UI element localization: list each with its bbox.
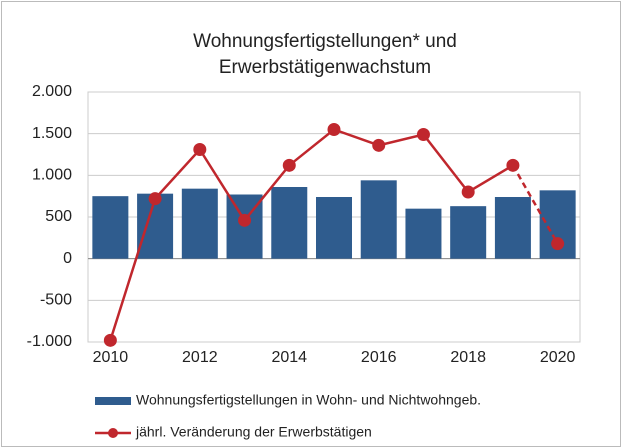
marker xyxy=(238,213,252,227)
chart-title: Wohnungsfertigstellungen* und xyxy=(193,31,457,52)
bar xyxy=(181,188,218,259)
y-tick-label: -1.000 xyxy=(27,333,72,350)
x-tick-label: 2012 xyxy=(182,349,218,366)
y-tick-label: 1.000 xyxy=(32,167,72,184)
marker xyxy=(103,333,117,347)
y-tick-label: 0 xyxy=(63,250,72,267)
marker xyxy=(461,185,475,199)
bar xyxy=(271,187,308,259)
marker xyxy=(282,158,296,172)
legend-label: Wohnungsfertigstellungen in Wohn- und Ni… xyxy=(136,392,481,408)
marker xyxy=(193,143,207,156)
bar xyxy=(92,196,129,259)
y-tick-label: 2.000 xyxy=(32,83,72,100)
bar xyxy=(494,197,531,259)
x-tick-label: 2018 xyxy=(450,349,486,366)
legend-label: jährl. Veränderung der Erwerbstätigen xyxy=(135,424,372,440)
line xyxy=(109,128,514,341)
x-tick-label: 2014 xyxy=(271,349,307,366)
marker xyxy=(327,123,341,136)
marker xyxy=(148,192,162,206)
bar xyxy=(360,180,397,259)
marker xyxy=(372,138,386,152)
bar xyxy=(450,206,487,259)
y-tick-label: 1.500 xyxy=(32,125,72,142)
line-dashed xyxy=(511,164,559,245)
y-tick-label: 500 xyxy=(45,208,72,225)
x-tick-label: 2020 xyxy=(540,349,576,366)
marker xyxy=(551,237,565,251)
legend-swatch xyxy=(95,397,131,405)
bar xyxy=(405,208,442,259)
x-tick-label: 2016 xyxy=(361,349,397,366)
y-tick-label: -500 xyxy=(40,292,72,309)
bar xyxy=(316,197,352,259)
chart-title: Erwerbstätigenwachstum xyxy=(219,57,431,78)
marker xyxy=(506,158,520,172)
x-tick-label: 2010 xyxy=(93,349,129,366)
marker xyxy=(416,128,430,141)
legend-marker xyxy=(108,428,118,438)
